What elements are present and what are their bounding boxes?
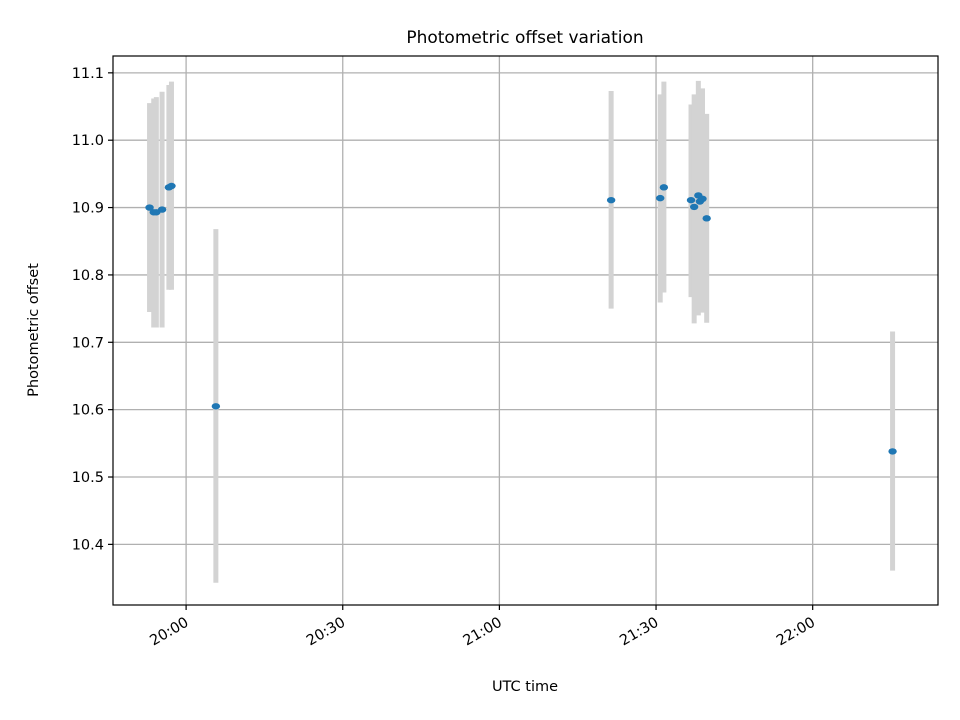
plot-frame	[112, 55, 939, 606]
data-point	[689, 203, 699, 211]
data-point	[167, 182, 176, 190]
y-tick-label: 10.6	[72, 403, 104, 419]
y-tick-label: 10.4	[72, 537, 104, 553]
data-point	[145, 204, 154, 211]
y-tick-label: 10.9	[72, 201, 104, 217]
data-point	[698, 195, 707, 203]
grid	[113, 56, 938, 605]
data-point	[702, 215, 711, 222]
data-point	[606, 196, 616, 204]
data-point	[686, 196, 696, 204]
x-axis-title: UTC time	[492, 679, 558, 695]
plot-area	[113, 56, 938, 605]
y-tick-label: 11.0	[72, 133, 104, 149]
data-point	[888, 448, 897, 455]
chart-title: Photometric offset variation	[406, 28, 643, 48]
y-tick-label: 10.8	[72, 268, 104, 284]
y-tick-label: 10.7	[72, 335, 104, 351]
data-point	[211, 403, 221, 410]
data-point	[157, 206, 167, 213]
y-tick-label: 11.1	[72, 66, 104, 82]
data-point	[656, 194, 665, 202]
data-point	[659, 184, 669, 191]
y-axis-ticks: 10.4 10.5 10.6 10.7 10.8 10.9 11.0 11.1	[72, 66, 113, 553]
data-points	[145, 182, 897, 455]
y-tick-label: 10.5	[72, 470, 104, 486]
y-axis-title: Photometric offset	[26, 263, 42, 397]
